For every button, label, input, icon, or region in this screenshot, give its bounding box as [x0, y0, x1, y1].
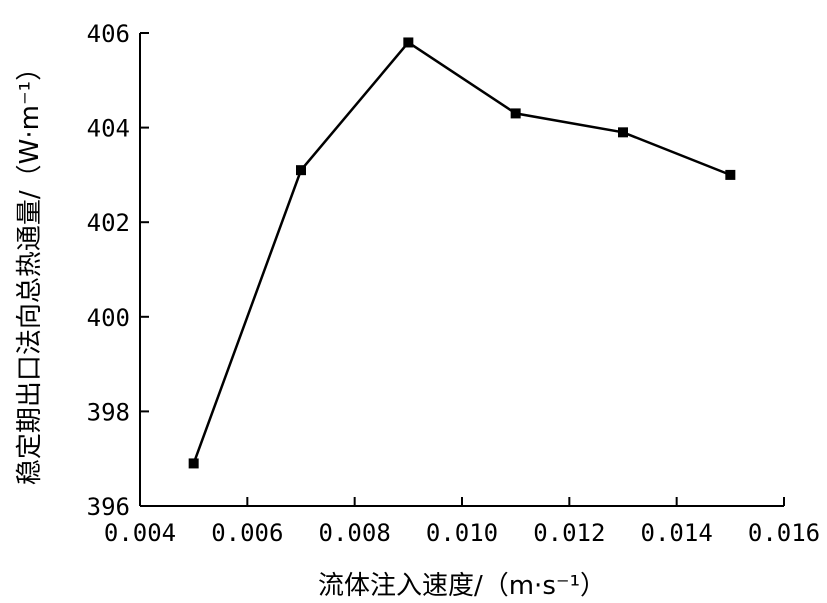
x-axis-title: 流体注入速度/（m·s⁻¹）	[318, 571, 606, 601]
data-point	[403, 37, 414, 48]
x-tick-label: 0.014	[641, 519, 713, 547]
axes	[139, 33, 784, 507]
y-tick-label: 398	[87, 398, 130, 426]
x-tick-label: 0.008	[319, 519, 391, 547]
y-tick-label: 406	[87, 20, 130, 48]
data-point	[510, 108, 521, 119]
x-tick-label: 0.012	[533, 519, 605, 547]
x-tick-label: 0.006	[211, 519, 283, 547]
y-axis-title: 稳定期出口法向总热通量/（W·m⁻¹）	[15, 55, 45, 485]
y-tick-label: 400	[87, 304, 130, 332]
data-point	[296, 165, 306, 176]
data-point	[188, 458, 199, 469]
y-tick-label: 402	[87, 209, 130, 237]
data-point	[618, 127, 628, 138]
data-point	[725, 169, 736, 180]
y-tick-label: 396	[87, 493, 130, 521]
x-tick-label: 0.016	[748, 519, 820, 547]
series-line	[192, 40, 731, 464]
x-tick-label: 0.010	[426, 519, 498, 547]
x-tick-label: 0.004	[104, 519, 176, 547]
y-ticks: 396 398 400 402 404 406	[87, 20, 149, 521]
series-layer	[188, 37, 736, 469]
x-ticks: 0.004 0.006 0.008 0.010 0.012 0.014 0.016	[104, 497, 820, 547]
y-tick-label: 404	[87, 115, 130, 143]
